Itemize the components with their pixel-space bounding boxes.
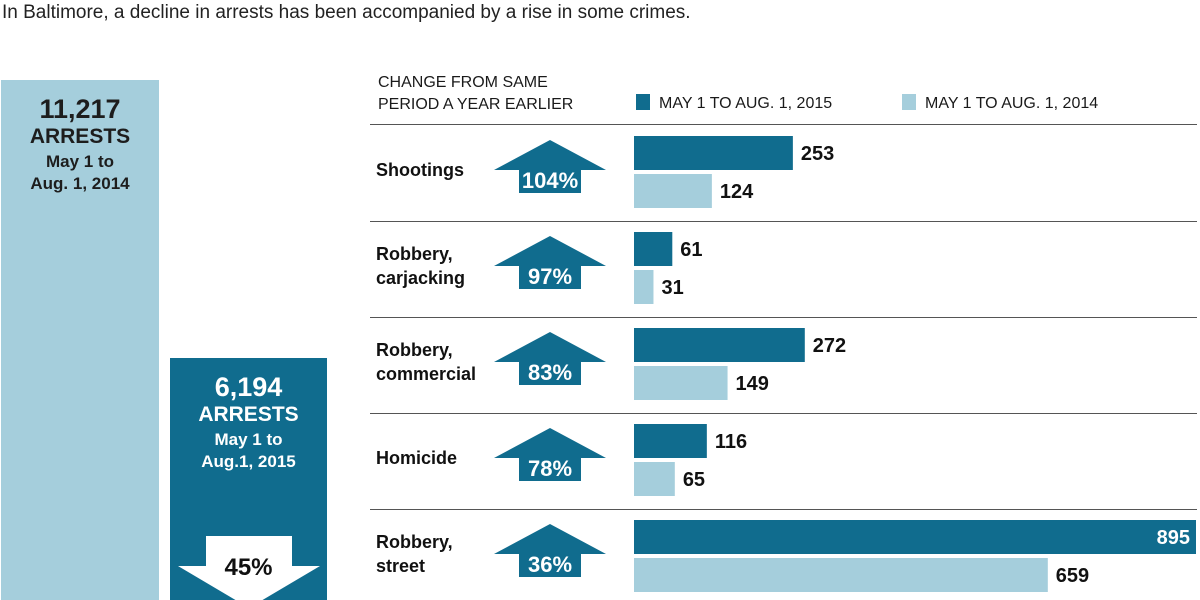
arrests-2014-count: 11,217 [39, 94, 121, 124]
bar-value-label: 31 [661, 277, 683, 299]
bar-2015 [634, 232, 673, 266]
category-label-line: Robbery, [376, 532, 453, 552]
bar-value-label: 272 [813, 335, 846, 357]
bar-value-label: 895 [1157, 527, 1190, 549]
increase-arrow-icon [494, 332, 606, 385]
change-percent-label: 36% [528, 552, 572, 577]
legend-label-2015: MAY 1 TO AUG. 1, 2015 [659, 95, 833, 112]
row-divider [370, 317, 1197, 318]
category-label-line: commercial [376, 364, 477, 384]
arrests-2014-unit: ARRESTS [29, 125, 131, 148]
increase-arrow-icon [494, 236, 606, 289]
category-label-line: Robbery, [376, 244, 453, 264]
legend-2014: MAY 1 TO AUG. 1, 2014 [902, 94, 1098, 113]
arrests-change-label: 45% [224, 554, 273, 581]
legend-label-2014: MAY 1 TO AUG. 1, 2014 [925, 95, 1099, 112]
category-label: Robbery, commercial [376, 338, 476, 386]
bar-2015 [634, 328, 805, 362]
bar-2015 [634, 136, 793, 170]
bar-value-label: 149 [736, 373, 769, 395]
bar-2014 [634, 462, 675, 496]
arrests-2015-period-line1: May 1 to [214, 430, 283, 449]
bar-2015 [634, 424, 707, 458]
arrests-2015-column: 6,194 ARRESTS May 1 to Aug.1, 2015 45% [170, 358, 327, 600]
change-header-line1: CHANGE FROM SAME [378, 74, 548, 91]
change-percent-label: 104% [522, 168, 578, 193]
arrests-2015-count: 6,194 [214, 372, 283, 402]
category-label-line: carjacking [376, 268, 466, 288]
row-divider [370, 221, 1197, 222]
row-divider [370, 509, 1197, 510]
change-header: CHANGE FROM SAME PERIOD A YEAR EARLIER [378, 72, 573, 116]
category-label: Shootings [376, 158, 464, 182]
increase-arrow-icon [494, 140, 606, 193]
arrests-2015-unit: ARRESTS [198, 403, 299, 426]
increase-arrow-icon [494, 524, 606, 577]
chart-subtitle: In Baltimore, a decline in arrests has b… [2, 2, 691, 23]
increase-arrow-icon [494, 428, 606, 481]
bar-value-label: 116 [715, 431, 747, 453]
change-header-line2: PERIOD A YEAR EARLIER [378, 96, 574, 113]
decrease-arrow-icon [178, 536, 320, 600]
category-label-line: Robbery, [376, 340, 453, 360]
change-percent-label: 78% [528, 456, 572, 481]
bar-2015 [634, 520, 1196, 554]
category-label-line: Homicide [376, 448, 458, 468]
header-divider [370, 124, 1197, 125]
bar-value-label: 253 [801, 143, 834, 165]
category-label: Homicide [376, 446, 457, 470]
legend-swatch-2014 [902, 94, 916, 110]
category-label: Robbery, carjacking [376, 242, 465, 290]
change-percent-label: 83% [528, 360, 572, 385]
arrests-2014-period-line1: May 1 to [45, 152, 115, 171]
bar-value-label: 124 [720, 181, 754, 203]
row-divider [370, 413, 1197, 414]
category-label-line: Shootings [376, 160, 464, 180]
bar-2014 [634, 366, 728, 400]
change-percent-label: 97% [528, 264, 572, 289]
category-label-line: street [376, 556, 426, 576]
legend-swatch-2015 [636, 94, 650, 110]
arrests-2015-period-line2: Aug.1, 2015 [201, 452, 296, 471]
legend-2015: MAY 1 TO AUG. 1, 2015 [636, 94, 832, 113]
bar-2014 [634, 558, 1048, 592]
category-label: Robbery, street [376, 530, 453, 578]
arrests-2014-column: 11,217 ARRESTS May 1 to Aug. 1, 2014 [1, 80, 159, 600]
bar-value-label: 659 [1056, 565, 1089, 587]
arrests-2014-period-line2: Aug. 1, 2014 [30, 174, 130, 193]
bar-2014 [634, 174, 712, 208]
bar-value-label: 61 [680, 239, 702, 261]
bar-2014 [634, 270, 654, 304]
bar-value-label: 65 [683, 469, 705, 491]
